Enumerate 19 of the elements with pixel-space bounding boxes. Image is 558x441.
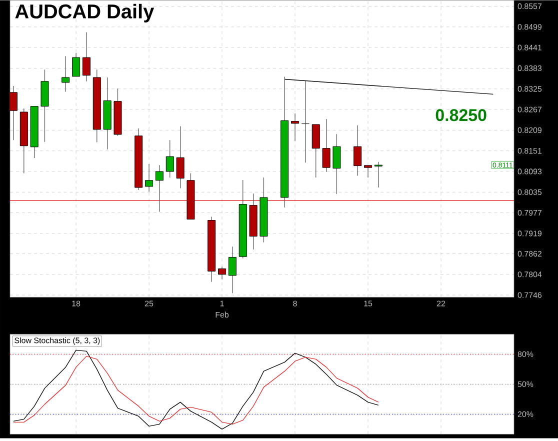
chart-title: AUDCAD Daily: [15, 4, 154, 22]
candlestick: [218, 266, 226, 280]
candlestick: [166, 140, 174, 178]
candlestick: [354, 124, 362, 176]
candlestick: [10, 86, 18, 140]
candlestick: [374, 162, 382, 188]
candlestick: [82, 32, 90, 82]
candlestick: [322, 118, 330, 172]
candlestick: [62, 56, 70, 92]
candlestick: [364, 165, 372, 178]
candlestick: [332, 134, 341, 194]
candlestick: [155, 164, 164, 212]
candlestick: [312, 124, 320, 178]
candlestick: [291, 113, 300, 142]
candlestick: [228, 246, 236, 294]
candlestick: [145, 164, 154, 192]
candlestick: [176, 126, 184, 189]
annotation: 0.8250: [436, 109, 486, 122]
candlestick: [72, 52, 80, 77]
